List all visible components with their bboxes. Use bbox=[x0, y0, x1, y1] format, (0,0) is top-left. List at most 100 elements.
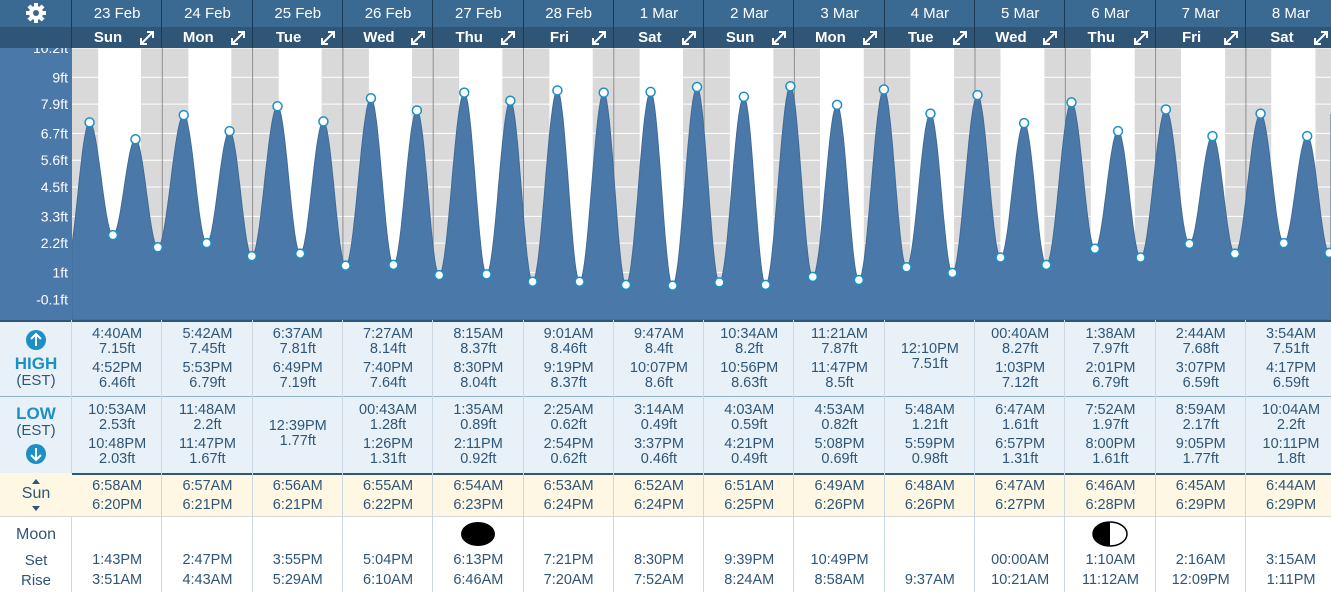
low-tide-point[interactable] bbox=[527, 276, 538, 287]
first-quarter-icon bbox=[1092, 521, 1129, 547]
high-tide-point[interactable] bbox=[1255, 108, 1266, 119]
low-tide-point[interactable] bbox=[388, 259, 399, 271]
expand-icon[interactable] bbox=[1132, 27, 1150, 48]
high-tide-point[interactable] bbox=[831, 99, 843, 111]
low-tide-point[interactable] bbox=[1229, 248, 1241, 259]
low-tide-point[interactable] bbox=[294, 248, 306, 259]
low-tide-point[interactable] bbox=[1324, 247, 1331, 259]
low-tide-time: 10:04AM bbox=[1262, 402, 1321, 418]
high-tide-point[interactable] bbox=[505, 95, 516, 106]
high-tide-point[interactable] bbox=[925, 108, 936, 119]
high-tide-point[interactable] bbox=[691, 81, 703, 93]
low-tide-point[interactable] bbox=[620, 279, 632, 291]
header-column-divider bbox=[612, 0, 614, 48]
high-tide-point[interactable] bbox=[972, 89, 983, 101]
high-tide-point[interactable] bbox=[598, 87, 609, 98]
low-tide-point[interactable] bbox=[667, 280, 678, 291]
low-tide-point[interactable] bbox=[481, 269, 492, 280]
weekday-label: Sun bbox=[725, 29, 755, 46]
high-tide-point[interactable] bbox=[84, 117, 95, 128]
high-tide-point[interactable] bbox=[272, 101, 283, 112]
expand-icon[interactable] bbox=[409, 27, 427, 48]
high-tide-point[interactable] bbox=[130, 133, 141, 145]
low-tide-point[interactable] bbox=[1278, 237, 1290, 249]
day-weekday-header: Mon bbox=[794, 27, 884, 48]
high-tide-time: 2:01PM bbox=[1085, 360, 1136, 376]
high-tide-point[interactable] bbox=[738, 91, 750, 103]
gear-icon[interactable] bbox=[0, 0, 72, 48]
y-tick-label: 2.2ft bbox=[41, 235, 68, 251]
expand-icon[interactable] bbox=[229, 27, 247, 48]
moonset-time: 10:49PM bbox=[810, 552, 869, 568]
low-tide-point[interactable] bbox=[152, 242, 164, 253]
expand-icon[interactable] bbox=[861, 27, 879, 48]
low-tide-point[interactable] bbox=[1184, 238, 1195, 250]
high-tide-point[interactable] bbox=[1066, 97, 1077, 108]
low-tide-point[interactable] bbox=[246, 250, 258, 262]
moonrise-time: 7:20AM bbox=[543, 572, 594, 588]
high-tide-time: 7:27AM bbox=[363, 326, 414, 342]
high-tide-point[interactable] bbox=[1301, 130, 1313, 142]
low-tide-height: 0.89ft bbox=[460, 417, 497, 433]
expand-icon[interactable] bbox=[590, 27, 608, 48]
low-tide-point[interactable] bbox=[201, 237, 212, 249]
low-tide-point[interactable] bbox=[433, 269, 445, 281]
low-tide-point[interactable] bbox=[760, 279, 771, 291]
low-tide-point[interactable] bbox=[853, 274, 865, 286]
moonrise-time: 1:11PM bbox=[1266, 572, 1316, 588]
expand-icon[interactable] bbox=[1222, 27, 1240, 48]
header-column-divider bbox=[703, 0, 705, 48]
high-tide-height: 7.68ft bbox=[1182, 341, 1219, 357]
high-tide-point[interactable] bbox=[411, 105, 423, 116]
expand-icon[interactable] bbox=[680, 27, 698, 48]
day-date-label: 24 Feb bbox=[184, 5, 231, 22]
high-tide-point[interactable] bbox=[224, 125, 235, 137]
high-tide-point[interactable] bbox=[552, 85, 563, 96]
expand-icon[interactable] bbox=[138, 27, 156, 48]
high-tide-point[interactable] bbox=[645, 86, 656, 98]
expand-icon[interactable] bbox=[770, 27, 788, 48]
expand-icon[interactable] bbox=[1041, 27, 1059, 48]
low-tide-time: 12:39PM bbox=[268, 417, 327, 434]
low-tide-point[interactable] bbox=[107, 229, 119, 241]
up-arrow-icon[interactable] bbox=[26, 330, 46, 350]
low-tide-point[interactable] bbox=[714, 277, 725, 288]
moonrise-time: 6:46AM bbox=[453, 572, 504, 588]
high-tide-point[interactable] bbox=[785, 81, 796, 92]
tide-markers bbox=[84, 81, 1331, 291]
low-tide-point[interactable] bbox=[340, 260, 351, 271]
high-tide-point[interactable] bbox=[1160, 104, 1172, 115]
high-tide-point[interactable] bbox=[458, 87, 470, 98]
down-arrow-icon[interactable] bbox=[26, 444, 46, 464]
sunset-time: 6:24PM bbox=[633, 497, 684, 513]
expand-icon[interactable] bbox=[951, 27, 969, 48]
low-tide-point[interactable] bbox=[995, 252, 1006, 263]
high-tide-point[interactable] bbox=[1207, 130, 1218, 142]
high-tide-point[interactable] bbox=[1112, 125, 1124, 137]
expand-icon[interactable] bbox=[1312, 27, 1330, 48]
low-tide-point[interactable] bbox=[901, 262, 912, 273]
y-axis-panel bbox=[0, 48, 72, 320]
tide-chart: 10.2ft 9ft 7.9ft 6.7ft 5.6ft 4.5ft 3.3ft 2.2ft 1… bbox=[0, 48, 1331, 320]
high-tide-point[interactable] bbox=[365, 93, 377, 104]
table-column-divider bbox=[1244, 320, 1246, 592]
low-tide-time: 10:11PM bbox=[1262, 436, 1320, 452]
weekday-label: Sun bbox=[93, 29, 123, 46]
low-tide-point[interactable] bbox=[1041, 259, 1052, 271]
expand-icon[interactable] bbox=[499, 27, 517, 48]
low-tide-point[interactable] bbox=[574, 276, 585, 287]
high-tide-point[interactable] bbox=[1018, 117, 1030, 129]
y-tick-label: 6.7ft bbox=[41, 125, 68, 141]
day-weekday-header: Wed bbox=[343, 27, 433, 48]
high-tide-point[interactable] bbox=[178, 109, 189, 121]
low-tide-point[interactable] bbox=[1135, 252, 1146, 263]
low-tide-point[interactable] bbox=[947, 267, 958, 279]
low-tide-height: 1.21ft bbox=[911, 417, 948, 433]
expand-icon[interactable] bbox=[319, 27, 337, 48]
high-tide-point[interactable] bbox=[318, 116, 329, 127]
table-column-divider bbox=[612, 320, 614, 592]
low-tide-point[interactable] bbox=[1089, 243, 1101, 255]
high-tide-point[interactable] bbox=[878, 84, 890, 95]
low-tide-height: 1.77ft bbox=[1182, 451, 1219, 467]
low-tide-point[interactable] bbox=[807, 271, 819, 283]
